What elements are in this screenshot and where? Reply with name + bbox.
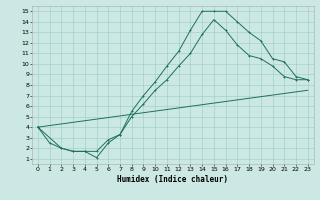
X-axis label: Humidex (Indice chaleur): Humidex (Indice chaleur) bbox=[117, 175, 228, 184]
